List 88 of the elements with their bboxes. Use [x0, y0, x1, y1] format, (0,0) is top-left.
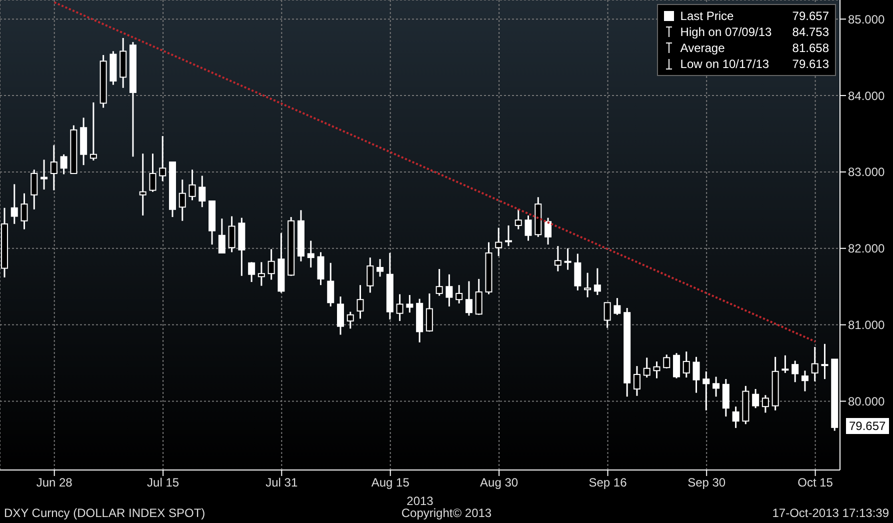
candlestick [633, 365, 640, 397]
candlestick [228, 216, 236, 253]
candlestick [692, 356, 700, 394]
candlestick [465, 280, 472, 316]
candlestick [712, 376, 720, 398]
candlestick [60, 154, 68, 175]
candlestick [30, 168, 38, 210]
candlestick [317, 251, 324, 286]
y-tick-label: 85.000 [848, 12, 886, 26]
y-tick-label: 80.000 [848, 394, 886, 408]
candlestick [564, 248, 572, 271]
y-tick-label: 83.000 [848, 165, 886, 180]
candlestick [178, 178, 186, 222]
candlestick [337, 296, 344, 336]
candlestick [327, 262, 334, 308]
x-tick-label: Jul 15 [147, 476, 180, 490]
x-tick-label: Sep 30 [688, 476, 726, 490]
text: DXY Curncy (DOLLAR INDEX SPOT) [4, 506, 206, 520]
candlestick [663, 354, 670, 370]
y-tick-label: 82.000 [848, 242, 886, 256]
candlestick [198, 175, 206, 208]
candlestick [406, 294, 414, 314]
candlestick [722, 378, 730, 418]
candlestick [782, 354, 789, 374]
candlestick [554, 245, 562, 272]
candlestick [574, 252, 582, 292]
x-tick-label: Jun 28 [36, 476, 73, 490]
candlestick [762, 394, 769, 414]
candlestick [20, 192, 28, 230]
candlestick [346, 311, 354, 330]
candlestick [505, 224, 512, 247]
candlestick [10, 183, 18, 225]
candlestick [436, 268, 443, 297]
candlestick [811, 346, 818, 382]
candlestick [366, 256, 374, 294]
candlestick [584, 272, 592, 298]
x-tick-label: Oct 15 [798, 476, 834, 490]
candlestick [218, 218, 226, 254]
candlestick [248, 261, 256, 283]
candlestick [653, 360, 660, 380]
candlestick [801, 370, 808, 392]
candlestick [456, 284, 463, 304]
candlestick [732, 406, 740, 429]
candlestick [524, 214, 532, 242]
x-tick-label: Aug 30 [480, 476, 518, 490]
candlestick [514, 208, 522, 230]
candlestick [682, 350, 690, 378]
text: 17-Oct-2013 17:13:39 [772, 506, 889, 520]
annotation: 79.657 [792, 8, 829, 24]
candlestick [356, 284, 364, 320]
candlestick [702, 370, 710, 412]
candlestick [475, 278, 482, 316]
candlestick [159, 135, 166, 182]
text: 79.657 [849, 419, 886, 434]
candlestick [268, 248, 275, 280]
legend-label: Last Price [680, 8, 735, 24]
candlestick [149, 152, 156, 193]
candlestick [594, 267, 601, 296]
text: Copyright© 2013 [401, 506, 492, 520]
candlestick [376, 258, 384, 278]
candlestick [544, 217, 552, 246]
candlestick [673, 352, 680, 380]
candlestick [396, 293, 404, 322]
x-axis-title: 2013 [406, 494, 434, 508]
y-tick-label: 84.000 [848, 88, 886, 103]
text: Low on 10/17/13 79.613 [680, 57, 829, 71]
candlestick [426, 292, 433, 332]
candlestick [139, 152, 146, 216]
text: High on 07/09/13 84.753 [680, 25, 829, 39]
candlestick [821, 343, 828, 380]
y-tick-label: 81.000 [848, 318, 886, 332]
candlestick [307, 240, 314, 268]
x-tick-label: Aug 15 [371, 476, 410, 490]
candlestick [614, 297, 621, 316]
candlestick [258, 261, 265, 287]
candlestick [752, 388, 760, 409]
candlestick [50, 144, 58, 192]
candlestick [643, 356, 650, 378]
candlestick [188, 168, 196, 201]
candlestick [495, 226, 502, 257]
candlestick [446, 274, 453, 308]
candlestick [40, 158, 48, 190]
x-tick-label: Jul 31 [266, 476, 298, 490]
x-tick-label: Sep 16 [588, 476, 628, 490]
text: Average 81.658 [680, 41, 829, 55]
candlestick [792, 360, 799, 383]
candlestick [90, 102, 97, 162]
candlestick [604, 302, 611, 329]
